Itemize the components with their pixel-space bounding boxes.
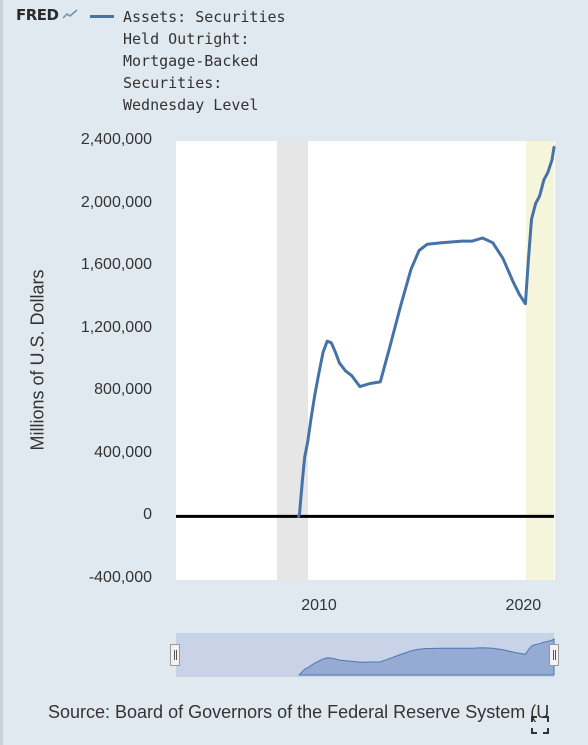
fred-graph-icon xyxy=(62,9,78,19)
navigator-series-area xyxy=(298,638,555,676)
y-tick-label: 800,000 xyxy=(94,381,152,399)
highlight-shading xyxy=(526,141,554,580)
navigator-right-handle[interactable] xyxy=(549,644,559,666)
y-tick-label: 1,600,000 xyxy=(80,256,152,274)
frame-border xyxy=(0,0,3,745)
fullscreen-icon[interactable] xyxy=(531,716,549,734)
series-line-mbs[interactable] xyxy=(297,145,556,518)
plot-area xyxy=(176,141,555,580)
fred-logo[interactable]: FRED xyxy=(16,6,59,24)
y-tick-label: 400,000 xyxy=(94,443,152,461)
y-tick-label: 2,400,000 xyxy=(80,131,152,148)
source-note: Source: Board of Governors of the Federa… xyxy=(48,702,550,722)
navigator[interactable] xyxy=(176,633,554,677)
y-tick-label: 2,000,000 xyxy=(80,193,152,211)
navigator-selection[interactable] xyxy=(176,633,554,677)
legend-label[interactable]: Assets: Securities Held Outright: Mortga… xyxy=(123,8,286,114)
x-tick-label: 2010 xyxy=(301,597,337,614)
y-tick-label: 1,200,000 xyxy=(80,318,152,336)
y-tick-label: 0 xyxy=(143,506,152,524)
recession-shading xyxy=(277,141,308,580)
x-tick-label: 2020 xyxy=(505,597,542,614)
legend-series-line xyxy=(90,15,114,18)
navigator-left-handle[interactable] xyxy=(170,644,180,666)
y-tick-label: -400,000 xyxy=(88,569,152,586)
